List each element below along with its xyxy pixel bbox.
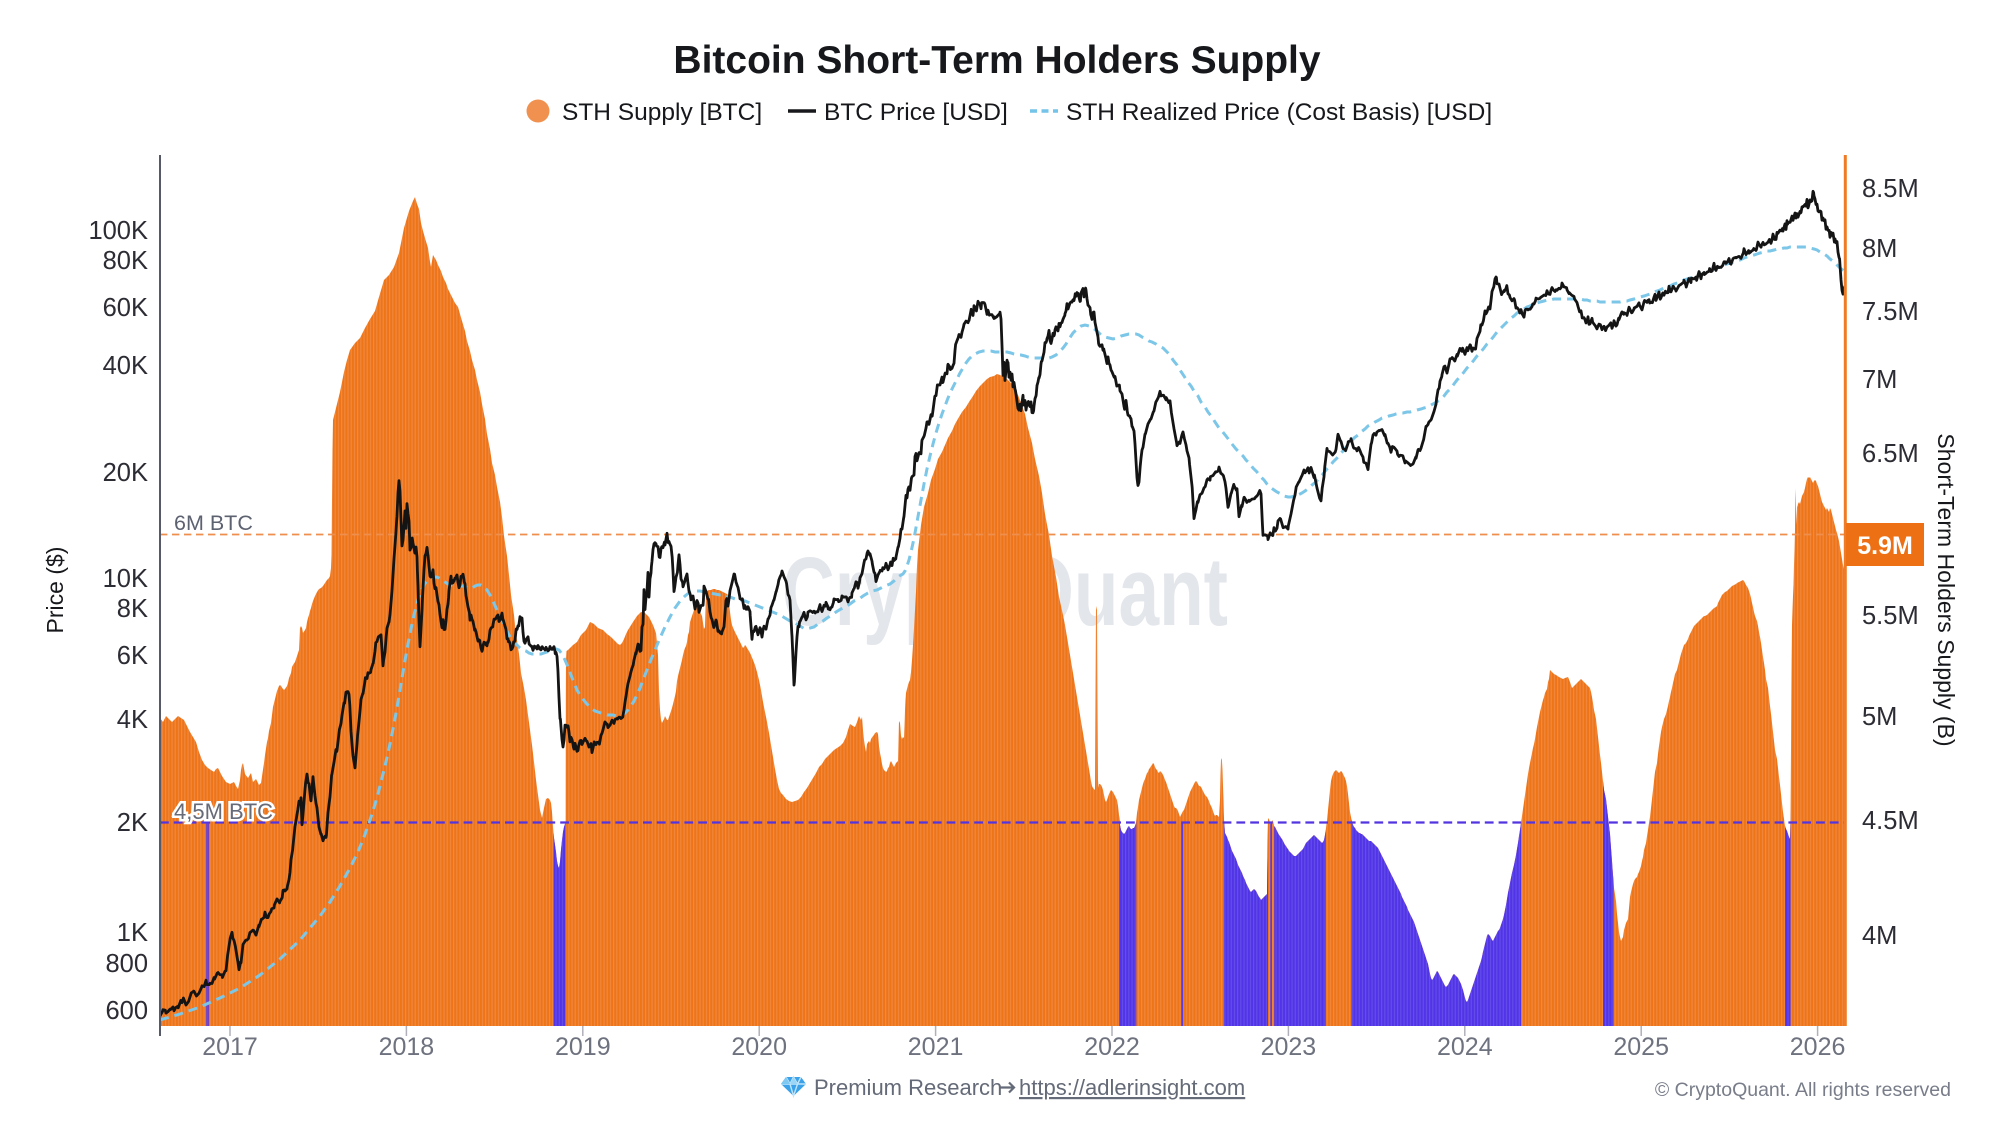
- svg-text:100K: 100K: [88, 217, 148, 245]
- svg-text:8.5M: 8.5M: [1862, 175, 1919, 203]
- svg-text:80K: 80K: [103, 247, 148, 275]
- svg-text:2019: 2019: [555, 1033, 611, 1061]
- svg-text:Bitcoin Short-Term Holders Sup: Bitcoin Short-Term Holders Supply: [673, 39, 1320, 82]
- svg-text:40K: 40K: [103, 352, 148, 380]
- svg-text:2024: 2024: [1437, 1033, 1493, 1061]
- svg-text:https://adlerinsight.com: https://adlerinsight.com: [1019, 1075, 1245, 1100]
- svg-text:STH Supply [BTC]: STH Supply [BTC]: [562, 99, 762, 126]
- svg-text:2017: 2017: [202, 1033, 258, 1061]
- svg-text:2023: 2023: [1261, 1033, 1317, 1061]
- svg-text:7.5M: 7.5M: [1862, 298, 1919, 326]
- svg-text:600: 600: [105, 997, 148, 1025]
- svg-text:Premium Research: Premium Research: [814, 1075, 1002, 1100]
- svg-text:BTC Price [USD]: BTC Price [USD]: [824, 99, 1008, 126]
- svg-text:2018: 2018: [379, 1033, 435, 1061]
- svg-text:5.5M: 5.5M: [1862, 602, 1919, 630]
- svg-text:2021: 2021: [908, 1033, 964, 1061]
- svg-text:7M: 7M: [1862, 366, 1897, 394]
- svg-text:1K: 1K: [117, 919, 148, 947]
- svg-text:10K: 10K: [103, 565, 148, 593]
- svg-text:4,5M BTC: 4,5M BTC: [174, 799, 273, 824]
- svg-text:2022: 2022: [1084, 1033, 1140, 1061]
- svg-text:Short-Term Holders Supply (B): Short-Term Holders Supply (B): [1933, 433, 1959, 746]
- svg-text:6.5M: 6.5M: [1862, 440, 1919, 468]
- svg-text:2025: 2025: [1613, 1033, 1669, 1061]
- svg-text:8M: 8M: [1862, 235, 1897, 263]
- svg-text:60K: 60K: [103, 294, 148, 322]
- svg-text:6M BTC: 6M BTC: [174, 511, 253, 535]
- svg-text:5M: 5M: [1862, 703, 1897, 731]
- svg-text:© CryptoQuant. All rights rese: © CryptoQuant. All rights reserved: [1655, 1079, 1951, 1101]
- svg-text:4.5M: 4.5M: [1862, 807, 1919, 835]
- svg-text:2026: 2026: [1790, 1033, 1846, 1061]
- svg-text:4K: 4K: [117, 706, 148, 734]
- svg-text:5.9M: 5.9M: [1857, 532, 1913, 560]
- svg-text:2K: 2K: [117, 809, 148, 837]
- svg-text:20K: 20K: [103, 459, 148, 487]
- svg-text:8K: 8K: [117, 595, 148, 623]
- svg-text:Price ($): Price ($): [42, 547, 68, 634]
- svg-text:STH Realized Price (Cost Basis: STH Realized Price (Cost Basis) [USD]: [1066, 99, 1492, 126]
- svg-text:6K: 6K: [117, 642, 148, 670]
- svg-text:2020: 2020: [731, 1033, 787, 1061]
- svg-text:800: 800: [105, 950, 148, 978]
- svg-text:4M: 4M: [1862, 922, 1897, 950]
